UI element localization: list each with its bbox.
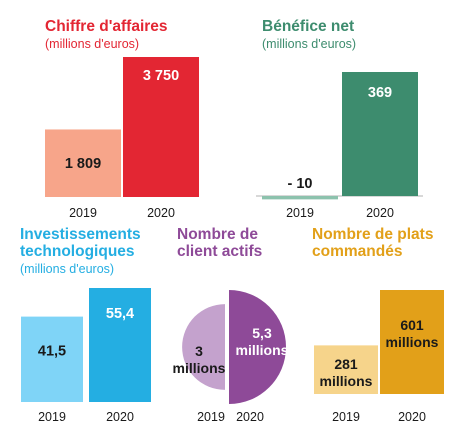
chart4-slice-2019 [182,304,225,390]
chart2-xtick-2019: 2019 [286,206,314,220]
chart2-bar-2020 [342,72,418,196]
chart2-value-label-2019: - 10 [288,176,313,192]
chart3-bar-2019 [21,316,83,402]
chart3-title: Investissements technologiques [20,226,141,260]
chart1-title: Chiffre d'affaires [45,18,168,35]
chart3-bar-2020 [89,288,151,402]
chart3-xtick-2019: 2019 [38,410,66,424]
chart2-bar-2019 [262,196,338,200]
chart1-bar-2020 [123,57,199,197]
chart4-value-label-2019: 3 millions [173,343,226,376]
chart5-bar-2019 [314,345,378,394]
chart4-slice-2020 [229,290,286,404]
chart4-xtick-2019: 2019 [197,410,225,424]
chart4-xtick-2020: 2020 [236,410,264,424]
chart1-subtitle: (millions d'euros) [45,37,140,51]
chart5-bar-2020 [380,290,444,394]
chart1-value-label-2019: 1 809 [65,156,101,172]
chart3-value-label-2019: 41,5 [38,344,66,360]
chart5-value-label-2019: 281 millions [320,356,373,389]
chart1-xtick-2020: 2020 [147,206,175,220]
chart3-subtitle: (millions d'euros) [20,262,115,276]
chart3-value-label-2020: 55,4 [106,306,134,322]
chart4-value-label-2020: 5,3 millions [236,325,289,358]
chart5-xtick-2020: 2020 [398,410,426,424]
chart1-value-label-2020: 3 750 [143,68,179,84]
chart5-value-label-2020: 601 millions [386,317,439,350]
chart1-bar-2019 [45,129,121,197]
chart2-xtick-2020: 2020 [366,206,394,220]
chart2-title: Bénéfice net [262,18,355,35]
chart2-subtitle: (millions d'euros) [262,37,357,51]
chart5-title: Nombre de plats commandés [312,226,434,260]
chart2-value-label-2020: 369 [368,85,392,101]
chart3-xtick-2020: 2020 [106,410,134,424]
chart5-xtick-2019: 2019 [332,410,360,424]
chart4-title: Nombre de client actifs [177,226,263,260]
chart1-xtick-2019: 2019 [69,206,97,220]
